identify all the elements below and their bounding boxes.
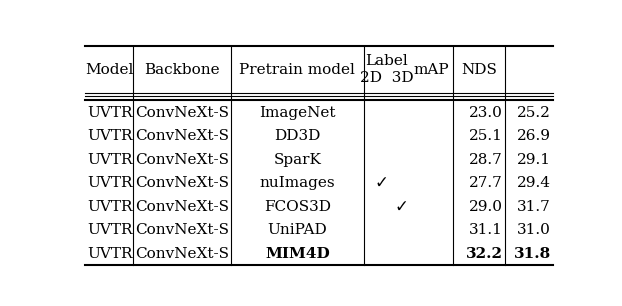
Text: Backbone: Backbone	[144, 63, 220, 77]
Text: 25.1: 25.1	[469, 129, 503, 143]
Text: 23.0: 23.0	[469, 106, 503, 120]
Text: UVTR: UVTR	[87, 106, 133, 120]
Text: 29.4: 29.4	[517, 176, 551, 190]
Text: UVTR: UVTR	[87, 200, 133, 214]
Text: SparK: SparK	[274, 153, 322, 167]
Text: 31.7: 31.7	[518, 200, 551, 214]
Text: 29.0: 29.0	[469, 200, 503, 214]
Text: 29.1: 29.1	[517, 153, 551, 167]
Text: ConvNeXt-S: ConvNeXt-S	[136, 153, 230, 167]
Text: UVTR: UVTR	[87, 129, 133, 143]
Text: mAP: mAP	[413, 63, 448, 77]
Text: ConvNeXt-S: ConvNeXt-S	[136, 176, 230, 190]
Text: ✓: ✓	[375, 174, 389, 192]
Text: UniPAD: UniPAD	[267, 223, 327, 237]
Text: UVTR: UVTR	[87, 223, 133, 237]
Text: ConvNeXt-S: ConvNeXt-S	[136, 223, 230, 237]
Text: FCOS3D: FCOS3D	[264, 200, 331, 214]
Text: UVTR: UVTR	[87, 153, 133, 167]
Text: MIM4D: MIM4D	[265, 247, 330, 260]
Text: DD3D: DD3D	[274, 129, 320, 143]
Text: Model: Model	[85, 63, 133, 77]
Text: UVTR: UVTR	[87, 176, 133, 190]
Text: Pretrain model: Pretrain model	[239, 63, 355, 77]
Text: nuImages: nuImages	[259, 176, 335, 190]
Text: ImageNet: ImageNet	[259, 106, 336, 120]
Text: ConvNeXt-S: ConvNeXt-S	[136, 247, 230, 260]
Text: 32.2: 32.2	[466, 247, 503, 260]
Text: 31.8: 31.8	[514, 247, 551, 260]
Text: 31.1: 31.1	[469, 223, 503, 237]
Text: 31.0: 31.0	[518, 223, 551, 237]
Text: NDS: NDS	[461, 63, 497, 77]
Text: 2D  3D: 2D 3D	[360, 71, 413, 85]
Text: ConvNeXt-S: ConvNeXt-S	[136, 106, 230, 120]
Text: ConvNeXt-S: ConvNeXt-S	[136, 129, 230, 143]
Text: Label: Label	[365, 54, 408, 69]
Text: UVTR: UVTR	[87, 247, 133, 260]
Text: 26.9: 26.9	[517, 129, 551, 143]
Text: ConvNeXt-S: ConvNeXt-S	[136, 200, 230, 214]
Text: 27.7: 27.7	[470, 176, 503, 190]
Text: 28.7: 28.7	[470, 153, 503, 167]
Text: 25.2: 25.2	[518, 106, 551, 120]
Text: ✓: ✓	[395, 198, 409, 215]
